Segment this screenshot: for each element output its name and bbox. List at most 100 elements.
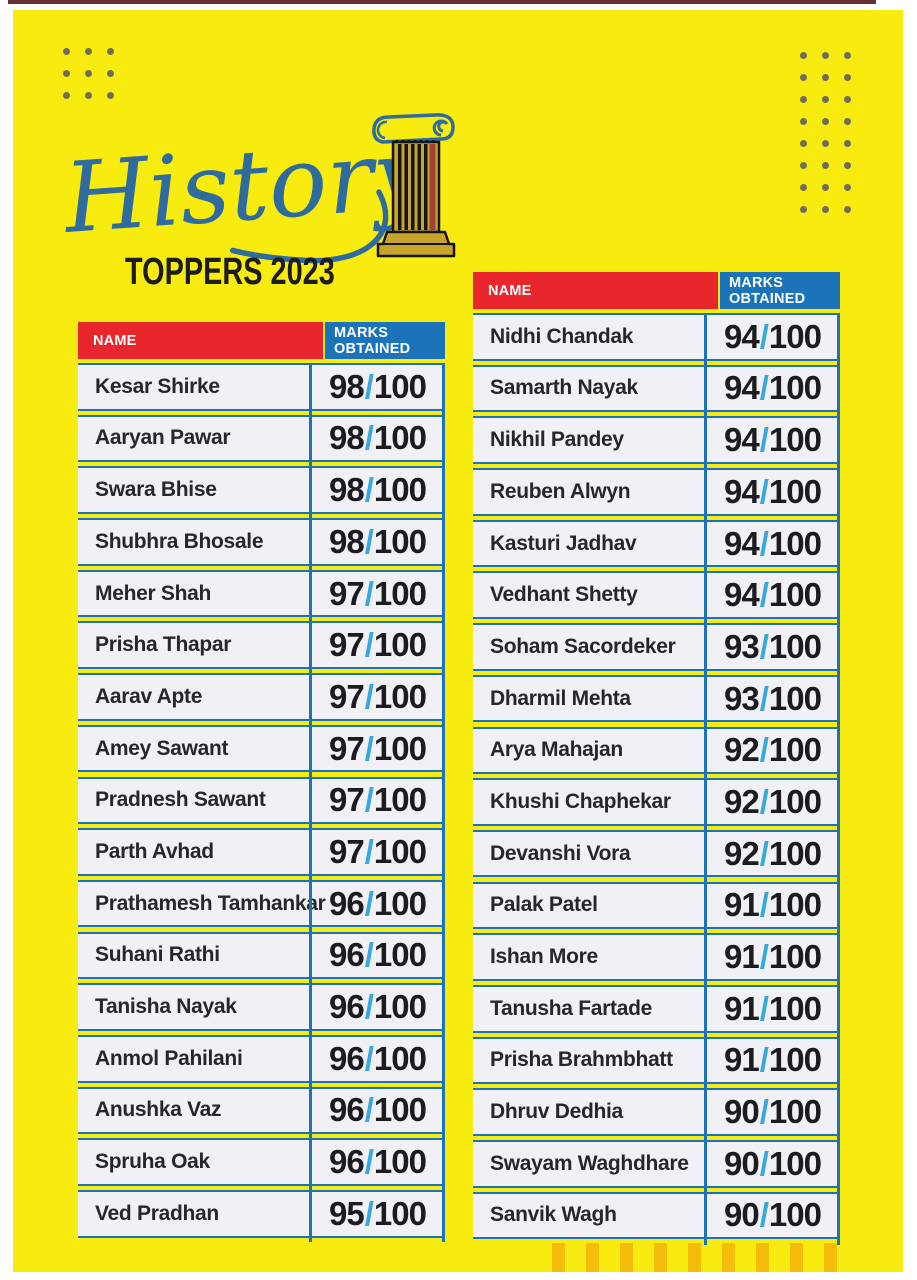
total: 100 — [373, 677, 427, 715]
dot — [800, 140, 807, 147]
dot — [844, 74, 851, 81]
bottom-stripe-decoration — [552, 1243, 837, 1272]
dot — [822, 74, 829, 81]
dot — [822, 52, 829, 59]
student-name: Aarav Apte — [95, 684, 203, 708]
total: 100 — [768, 576, 822, 614]
total: 100 — [373, 522, 427, 560]
marks-value: 94/100 — [705, 315, 840, 359]
stripe-bar — [586, 1243, 599, 1272]
student-name: Spruha Oak — [95, 1150, 210, 1174]
score: 92 — [724, 782, 760, 820]
marks-value: 94/100 — [705, 573, 840, 617]
table-row: Tanusha Fartade 91/100 — [473, 984, 840, 1033]
marks-value: 96/100 — [310, 1140, 445, 1184]
dot — [63, 92, 70, 99]
table-body: Nidhi Chandak 94/100 Samarth Nayak 94/100 Ni… — [473, 313, 840, 1240]
stripe-bar — [620, 1243, 633, 1272]
slash-separator: / — [364, 522, 374, 560]
table-row: Suhani Rathi 96/100 — [78, 931, 445, 980]
dot — [844, 140, 851, 147]
marks-value: 98/100 — [310, 520, 445, 564]
column-header-marks: MARKS OBTAINED — [720, 272, 840, 309]
slash-separator: / — [364, 1194, 374, 1232]
score: 98 — [329, 522, 365, 560]
table-row: Aaryan Pawar 98/100 — [78, 414, 445, 463]
slash-separator: / — [759, 782, 769, 820]
score: 97 — [329, 832, 365, 870]
slash-separator: / — [759, 679, 769, 717]
student-name: Soham Sacordeker — [490, 634, 676, 658]
total: 100 — [768, 1196, 822, 1234]
score: 90 — [724, 1144, 760, 1182]
dot — [800, 96, 807, 103]
marks-value: 94/100 — [705, 470, 840, 514]
table-right-border — [442, 363, 445, 1242]
column-header-name: NAME — [473, 272, 718, 309]
score: 92 — [724, 731, 760, 769]
table-row: Ved Pradhan 95/100 — [78, 1190, 445, 1238]
student-name: Amey Sawant — [95, 736, 229, 760]
total: 100 — [373, 574, 427, 612]
student-name: Samarth Nayak — [490, 376, 638, 400]
total: 100 — [373, 832, 427, 870]
student-name: Tanusha Fartade — [490, 996, 652, 1020]
table-row: Amey Sawant 97/100 — [78, 724, 445, 773]
table-row: Devanshi Vora 92/100 — [473, 829, 840, 878]
stripe-bar — [756, 1243, 769, 1272]
student-name: Ishan More — [490, 945, 598, 969]
dot — [844, 96, 851, 103]
score: 98 — [329, 367, 365, 405]
table-row: Sanvik Wagh 90/100 — [473, 1191, 840, 1240]
marks-value: 94/100 — [705, 522, 840, 566]
marks-value: 97/100 — [310, 779, 445, 823]
total: 100 — [373, 471, 427, 509]
marks-value: 92/100 — [705, 780, 840, 824]
marks-value: 97/100 — [310, 623, 445, 667]
stripe-bar — [790, 1243, 803, 1272]
student-name: Dhruv Dedhia — [490, 1100, 623, 1124]
total: 100 — [373, 1143, 427, 1181]
table-row: Spruha Oak 96/100 — [78, 1138, 445, 1186]
slash-separator: / — [364, 832, 374, 870]
marks-value: 96/100 — [310, 1037, 445, 1081]
student-name: Kesar Shirke — [95, 374, 220, 398]
total: 100 — [768, 782, 822, 820]
column-header-marks: MARKS OBTAINED — [325, 322, 445, 359]
student-name: Devanshi Vora — [490, 841, 631, 865]
slash-separator: / — [759, 886, 769, 924]
table-row: Anmol Pahilani 96/100 — [78, 1034, 445, 1083]
table-row: Anushka Vaz 96/100 — [78, 1086, 445, 1135]
student-name: Dharmil Mehta — [490, 686, 631, 710]
score: 91 — [724, 938, 760, 976]
script-flourish — [229, 189, 389, 264]
slash-separator: / — [364, 677, 374, 715]
dot-grid-left — [63, 48, 129, 114]
table-row: Dhruv Dedhia 90/100 — [473, 1088, 840, 1136]
history-script-title: History — [59, 117, 419, 264]
total: 100 — [373, 936, 427, 974]
dot — [822, 184, 829, 191]
total: 100 — [373, 419, 427, 457]
title-script-text: History — [59, 117, 419, 255]
slash-separator: / — [364, 626, 374, 664]
marks-value: 95/100 — [310, 1192, 445, 1236]
student-name: Anushka Vaz — [95, 1098, 222, 1122]
table-row: Parth Avhad 97/100 — [78, 828, 445, 876]
dot — [63, 70, 70, 77]
student-name: Suhani Rathi — [95, 943, 220, 967]
slash-separator: / — [759, 627, 769, 665]
slash-separator: / — [759, 1041, 769, 1079]
marks-value: 98/100 — [310, 365, 445, 409]
student-name: Palak Patel — [490, 893, 598, 917]
slash-separator: / — [759, 834, 769, 872]
dot — [107, 70, 114, 77]
student-name: Sanvik Wagh — [490, 1203, 617, 1227]
marks-value: 97/100 — [310, 675, 445, 719]
marks-value: 96/100 — [310, 934, 445, 978]
score: 94 — [724, 317, 760, 355]
table-row: Nidhi Chandak 94/100 — [473, 313, 840, 361]
table-row: Samarth Nayak 94/100 — [473, 364, 840, 413]
marks-value: 94/100 — [705, 418, 840, 462]
total: 100 — [768, 731, 822, 769]
